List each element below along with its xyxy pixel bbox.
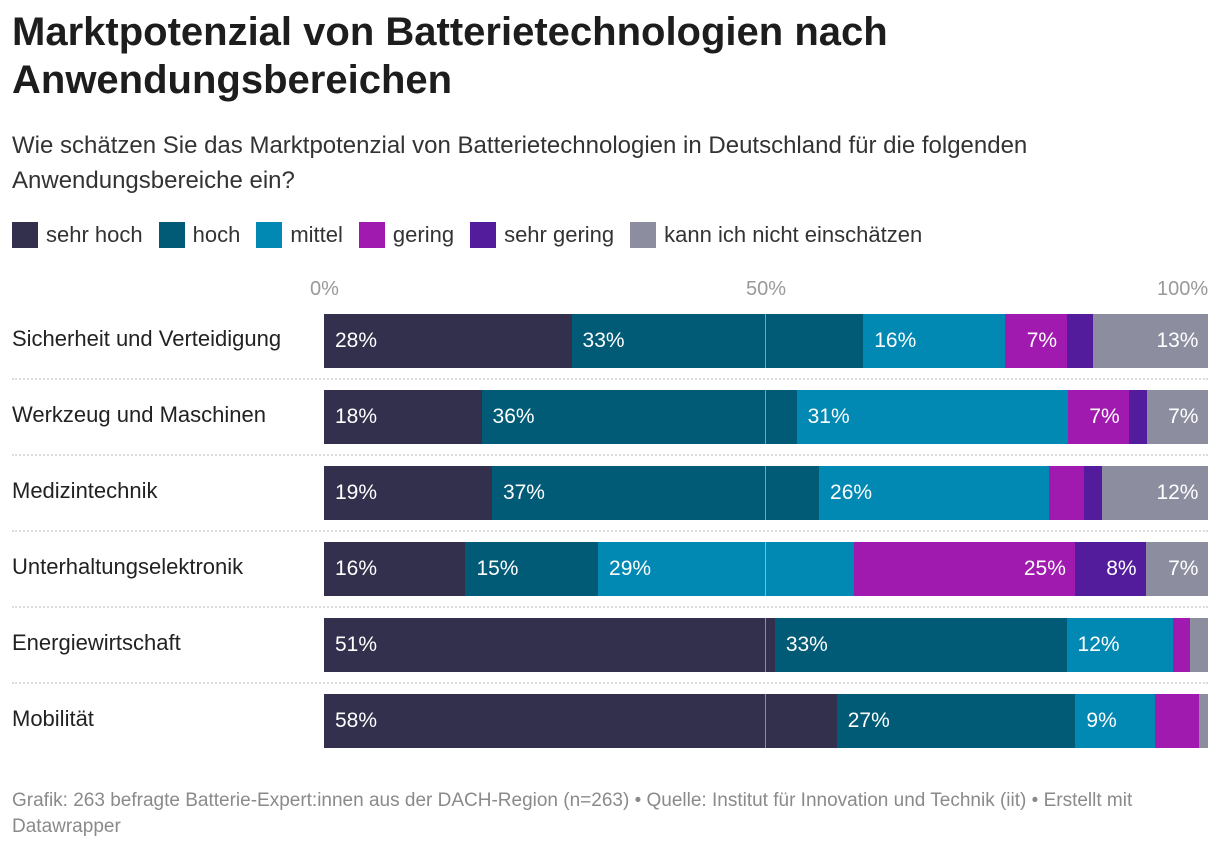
row-divider xyxy=(12,606,1208,608)
bar-segment-kann-ich-nicht-einschätzen: 7% xyxy=(1146,390,1209,444)
legend-label: mittel xyxy=(290,222,343,247)
legend-label: kann ich nicht einschätzen xyxy=(664,222,923,247)
bar-segment-gering xyxy=(1048,466,1085,520)
bar-segment-hoch: 37% xyxy=(491,466,820,520)
legend-item: sehr gering xyxy=(470,222,614,248)
legend-swatch xyxy=(158,222,185,248)
bar-segment-kann-ich-nicht-einschätzen xyxy=(1190,618,1209,672)
bar-segment-mittel: 29% xyxy=(598,542,855,596)
bar-segment-kann-ich-nicht-einschätzen: 7% xyxy=(1146,542,1209,596)
bar-segment-sehr-gering: 8% xyxy=(1075,542,1147,596)
stacked-bar: 28% 33% 16% 7% 13% xyxy=(324,314,1209,368)
bar-segment-sehr-gering xyxy=(1129,390,1148,444)
bar-segment-mittel: 26% xyxy=(819,466,1050,520)
row-divider xyxy=(12,530,1208,532)
bar-segment-hoch: 33% xyxy=(571,314,864,368)
gridline-50 xyxy=(765,390,766,444)
legend: sehr hoch hoch mittel gering sehr gering kann… xyxy=(12,222,922,248)
bar-segment-sehr-hoch: 58% xyxy=(324,694,838,748)
legend-item: mittel xyxy=(256,222,343,248)
chart-subtitle: Wie schätzen Sie das Marktpotenzial von … xyxy=(12,132,1028,194)
bar-segment-kann-ich-nicht-einschätzen xyxy=(1199,694,1209,748)
stacked-bar: 16% 15% 29% 25% 8% 7% xyxy=(324,542,1209,596)
stacked-bar: 51% 33% 12% xyxy=(324,618,1209,672)
legend-label: sehr gering xyxy=(504,222,615,247)
gridline-50 xyxy=(765,542,766,596)
legend-item: gering xyxy=(358,222,455,248)
footer-source: Grafik: 263 befragte Batterie-Expert:inn… xyxy=(12,790,1133,837)
bar-segment-gering: 25% xyxy=(854,542,1076,596)
legend-label: sehr hoch xyxy=(46,222,143,247)
bar-segment-gering xyxy=(1154,694,1200,748)
bar-segment-sehr-gering xyxy=(1084,466,1103,520)
legend-swatch xyxy=(256,222,283,248)
bar-segment-mittel: 31% xyxy=(796,390,1069,444)
x-tick-label: 100% xyxy=(1157,278,1209,300)
category-label: Energiewirtschaft xyxy=(12,630,181,655)
gridline-50 xyxy=(765,618,766,672)
category-label: Mobilität xyxy=(12,706,94,731)
category-label: Sicherheit und Verteidigung xyxy=(12,326,282,351)
legend-item: sehr hoch xyxy=(12,222,143,248)
stacked-bar: 19% 37% 26% 12% xyxy=(324,466,1209,520)
bar-segment-hoch: 36% xyxy=(481,390,798,444)
bar-segment-sehr-hoch: 16% xyxy=(324,542,466,596)
stacked-bar: 58% 27% 9% xyxy=(324,694,1209,748)
chart-title: Marktpotenzial von Batterietechnologien … xyxy=(12,10,888,102)
gridline-50 xyxy=(765,314,766,368)
legend-item: kann ich nicht einschätzen xyxy=(630,222,922,248)
bar-segment-sehr-hoch: 18% xyxy=(324,390,483,444)
x-tick-label: 0% xyxy=(310,278,339,300)
row-divider xyxy=(12,378,1208,380)
stacked-bar: 18% 36% 31% 7% 7% xyxy=(324,390,1209,444)
gridline-50 xyxy=(765,466,766,520)
bar-segment-mittel: 9% xyxy=(1075,694,1156,748)
bar-segment-hoch: 33% xyxy=(774,618,1068,672)
category-label: Medizintechnik xyxy=(12,478,158,503)
x-tick-label: 50% xyxy=(746,278,787,300)
bar-segment-hoch: 15% xyxy=(465,542,599,596)
legend-swatch xyxy=(470,222,497,248)
bar-segment-mittel: 12% xyxy=(1066,618,1174,672)
bar-segment-sehr-hoch: 51% xyxy=(324,618,776,672)
bar-segment-gering xyxy=(1172,618,1191,672)
bar-segment-sehr-hoch: 28% xyxy=(324,314,573,368)
row-divider xyxy=(12,454,1208,456)
bar-segment-sehr-gering xyxy=(1066,314,1094,368)
gridline-50 xyxy=(765,694,766,748)
bar-segment-kann-ich-nicht-einschätzen: 13% xyxy=(1093,314,1209,368)
row-divider xyxy=(12,682,1208,684)
category-label: Unterhaltungselektronik xyxy=(12,554,244,579)
bar-segment-kann-ich-nicht-einschätzen: 12% xyxy=(1101,466,1209,520)
bar-segment-mittel: 16% xyxy=(863,314,1006,368)
legend-swatch xyxy=(358,222,385,248)
legend-item: hoch xyxy=(158,222,241,248)
legend-swatch xyxy=(630,222,657,248)
bar-segment-gering: 7% xyxy=(1004,314,1068,368)
bar-segment-hoch: 27% xyxy=(836,694,1076,748)
legend-swatch xyxy=(12,222,38,248)
bar-segment-sehr-hoch: 19% xyxy=(324,466,493,520)
bar-segment-gering: 7% xyxy=(1067,390,1130,444)
legend-label: gering xyxy=(392,222,455,247)
category-label: Werkzeug und Maschinen xyxy=(12,402,266,427)
legend-label: hoch xyxy=(192,222,241,247)
